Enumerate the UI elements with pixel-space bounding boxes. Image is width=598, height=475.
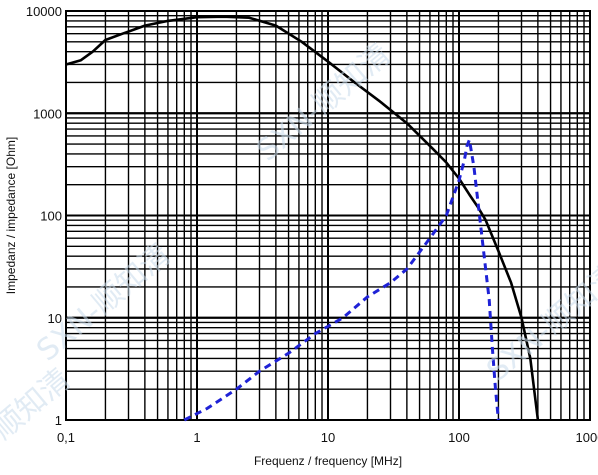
x-tick-label: 1000: [576, 430, 598, 445]
x-tick-label: 0,1: [57, 430, 75, 445]
series-layer: [65, 15, 540, 422]
y-tick-label: 1000: [33, 106, 62, 121]
series-line-dashed: [183, 138, 500, 422]
x-axis-label: Frequenz / frequency [MHz]: [254, 454, 402, 468]
series-line-solid: [65, 15, 540, 421]
x-tick-label: 1: [193, 430, 200, 445]
y-tick-label: 10: [48, 311, 62, 326]
x-tick-label: 10: [321, 430, 335, 445]
plot-frame: [65, 10, 591, 421]
y-axis-label: Impedanz / impedance [Ohm]: [4, 137, 18, 294]
x-tick-labels: 0,1 1 10 100 1000: [57, 430, 598, 445]
watermark-text: SXN-顺知清: [250, 37, 397, 169]
x-tick-label: 100: [448, 430, 470, 445]
y-tick-labels: 1 10 100 1000 10000: [26, 4, 62, 428]
y-tick-label: 100: [40, 209, 62, 224]
y-tick-label: 1: [55, 413, 62, 428]
y-tick-label: 10000: [26, 4, 62, 19]
